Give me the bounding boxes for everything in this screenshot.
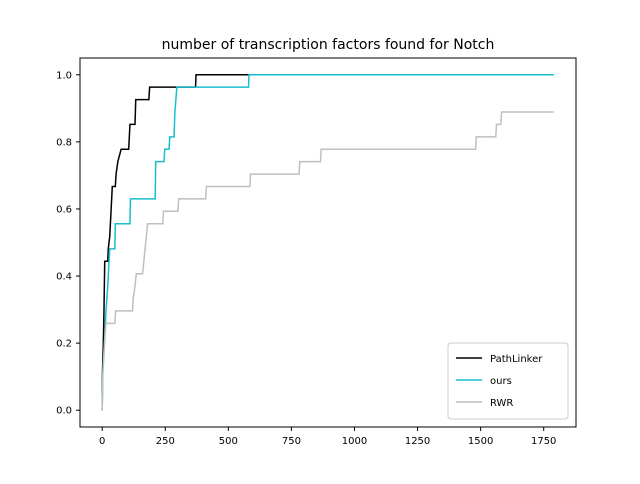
series-line-rwr	[101, 111, 554, 411]
y-axis: 0.0 0.2 0.4 0.6 0.8 1.0	[56, 70, 80, 417]
series-line-pathlinker	[101, 74, 554, 411]
x-axis: 0 250 500 750 1000 1250 1500 1750	[99, 427, 556, 447]
legend-label-rwr: RWR	[490, 398, 513, 409]
x-tick-label: 250	[156, 436, 175, 447]
legend-box	[447, 342, 569, 420]
legend-label-pathlinker: PathLinker	[490, 354, 543, 365]
plot-frame	[79, 57, 577, 428]
series-line-ours	[101, 74, 554, 411]
y-tick-label: 0.6	[56, 204, 72, 215]
legend-label-ours: ours	[490, 376, 512, 387]
x-tick-label: 750	[282, 436, 301, 447]
legend: PathLinker ours RWR	[447, 342, 569, 420]
x-tick-label: 1000	[342, 436, 367, 447]
x-tick-label: 500	[219, 436, 238, 447]
x-tick-label: 1250	[405, 436, 430, 447]
y-tick-label: 0.4	[56, 272, 72, 283]
chart-title: number of transcription factors found fo…	[162, 37, 495, 53]
x-tick-label: 1750	[531, 436, 556, 447]
y-tick-label: 0.8	[56, 137, 72, 148]
x-tick-label: 0	[99, 436, 105, 447]
y-tick-label: 1.0	[56, 70, 72, 81]
y-tick-label: 0.2	[56, 339, 72, 350]
x-tick-label: 1500	[468, 436, 493, 447]
y-tick-label: 0.0	[56, 406, 72, 417]
plot-lines	[101, 74, 554, 411]
